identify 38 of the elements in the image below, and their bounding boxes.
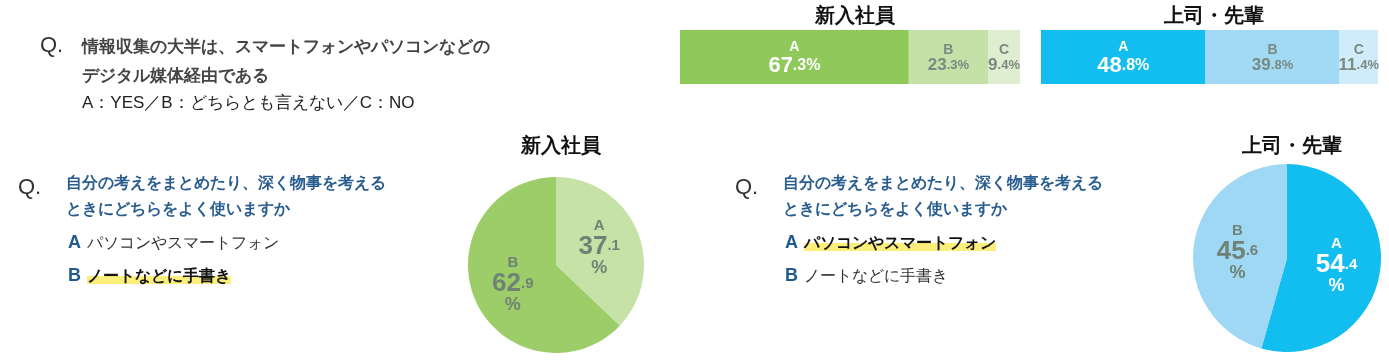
text: ときにどちらをよく使いますか [66,199,291,219]
slice-label: B [1232,220,1244,238]
text: ノートなどに手書き [87,267,231,284]
chart-title: 新入社員 [520,134,602,156]
slice-label: B [507,253,519,271]
text: 自分の考えをまとめたり、深く物事を考える [66,173,386,193]
data-label: 39.8% [1251,54,1294,74]
series-label: B [1267,40,1278,57]
text: Q. [40,32,64,58]
text: Q. [18,174,42,200]
data-label: 67.3% [768,51,821,77]
chart-title: 上司・先輩 [1163,4,1264,26]
series-label: B [943,40,954,57]
text: 自分の考えをまとめたり、深く物事を考える [783,173,1103,193]
data-label: 9.4% [988,54,1021,74]
category-label: A [785,232,798,252]
chart-title: 新入社員 [814,4,896,26]
category-label: B [785,265,798,285]
series-label: C [1353,40,1364,57]
text: 情報収集の大半は、スマートフォンやパソコンなどの [82,36,490,58]
text: ときにどちらをよく使いますか [783,199,1008,219]
series-label: A [1118,38,1129,54]
text: Q. [735,174,759,200]
data-label: 23.3% [927,54,970,74]
data-label: 11.4% [1338,54,1380,74]
slice-label: A [593,215,605,233]
category-label: A [68,232,81,252]
text: パソコンやスマートフォン [804,234,996,251]
category-label: B [68,265,81,285]
data-label: 48.8% [1097,51,1150,77]
slice-label: A [1331,234,1343,252]
text: A：YES／B：どちらとも言えない／C：NO [82,92,416,114]
chart-title: 上司・先輩 [1241,134,1342,156]
text: ノートなどに手書き [804,267,948,284]
series-label: C [998,40,1010,57]
text: デジタル媒体経由である [82,65,270,87]
text: パソコンやスマートフォン [87,234,279,251]
series-label: A [789,38,800,54]
